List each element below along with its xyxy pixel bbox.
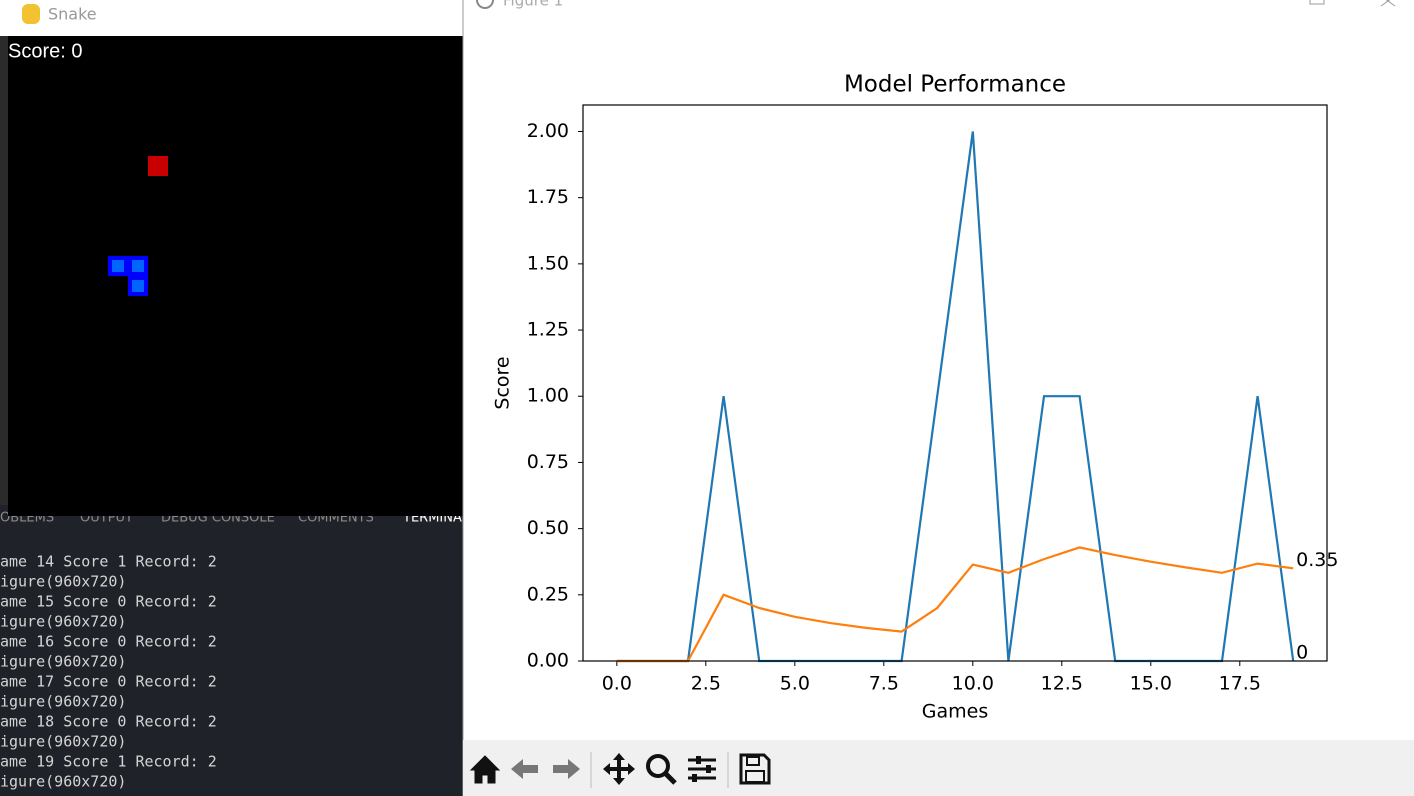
figure-title: Figure 1 — [503, 0, 563, 10]
save-icon-part — [746, 756, 760, 766]
y-tick-label: 0.25 — [527, 583, 569, 605]
x-tick-label: 12.5 — [1041, 673, 1083, 695]
terminal-line: ame 16 Score 0 Record: 2 — [0, 633, 217, 651]
end-label: 0.35 — [1296, 549, 1338, 571]
x-tick-label: 5.0 — [780, 673, 810, 695]
y-tick-label: 2.00 — [527, 120, 569, 142]
x-tick-label: 17.5 — [1219, 673, 1261, 695]
x-tick-label: 15.0 — [1130, 673, 1172, 695]
food — [148, 156, 168, 176]
y-tick-label: 0.50 — [527, 517, 569, 539]
terminal-line: igure(960x720) — [0, 773, 126, 791]
terminal-line: ame 18 Score 0 Record: 2 — [0, 713, 217, 731]
terminal-line: igure(960x720) — [0, 613, 126, 631]
end-label: 0 — [1296, 642, 1308, 664]
axes-frame — [582, 104, 1328, 662]
close-button[interactable] — [1380, 0, 1396, 7]
snake-segment-inner — [132, 280, 144, 292]
y-tick-label: 1.25 — [527, 319, 569, 341]
toolbar-icons — [469, 752, 771, 788]
terminal-panel — [0, 505, 463, 796]
terminal-line: ame 19 Score 1 Record: 2 — [0, 753, 217, 771]
save-button[interactable] — [739, 753, 771, 785]
y-tick-label: 0.00 — [527, 650, 569, 672]
terminal-line: ame 17 Score 0 Record: 2 — [0, 673, 217, 691]
terminal-line: igure(960x720) — [0, 653, 126, 671]
x-tick-label: 7.5 — [869, 673, 899, 695]
figure-icon — [476, 0, 494, 9]
back-button[interactable] — [511, 759, 538, 779]
zoom-handle — [663, 771, 677, 785]
x-tick-label: 2.5 — [691, 673, 721, 695]
y-tick-label: 1.75 — [527, 186, 569, 208]
snake-title: Snake — [48, 5, 97, 24]
terminal-line: ame 15 Score 0 Record: 2 — [0, 593, 217, 611]
terminal-line: igure(960x720) — [0, 733, 126, 751]
chart-title: Model Performance — [844, 72, 1066, 98]
maximize-button[interactable] — [1309, 0, 1325, 5]
game-area — [8, 36, 463, 516]
series-line — [616, 546, 1294, 663]
terminal-line: ame 14 Score 1 Record: 2 — [0, 553, 217, 571]
terminal-output: ame 14 Score 1 Record: 2 igure(960x720) am… — [0, 553, 217, 791]
forward-button[interactable] — [553, 759, 580, 779]
slider-knob — [696, 756, 701, 764]
y-axis-label: Score — [492, 356, 514, 409]
home-button[interactable] — [469, 755, 501, 784]
terminal-line: igure(960x720) — [0, 693, 126, 711]
plot: Model Performance Games Score 0.0 2.5 5.0 7.5 1… — [492, 72, 1339, 723]
y-tick-label: 1.50 — [527, 252, 569, 274]
score-text: Score: 0 — [8, 40, 82, 62]
slider-knob — [706, 765, 711, 773]
x-tick-label: 0.0 — [602, 673, 632, 695]
pan-button[interactable] — [603, 753, 635, 785]
x-axis-label: Games — [922, 701, 988, 723]
slider-knob — [692, 774, 697, 782]
terminal-line: igure(960x720) — [0, 573, 126, 591]
figure-window — [463, 0, 1414, 740]
y-tick-label: 0.75 — [527, 451, 569, 473]
zoom-button[interactable] — [646, 754, 670, 778]
save-icon-part — [745, 770, 765, 783]
snake-title-bar — [0, 0, 463, 36]
snake — [108, 256, 148, 296]
snake-segment-inner — [112, 260, 124, 272]
snake-segment-inner — [132, 260, 144, 272]
x-tick-label: 10.0 — [952, 673, 994, 695]
snake-icon — [22, 4, 40, 24]
y-tick-label: 1.00 — [527, 385, 569, 407]
